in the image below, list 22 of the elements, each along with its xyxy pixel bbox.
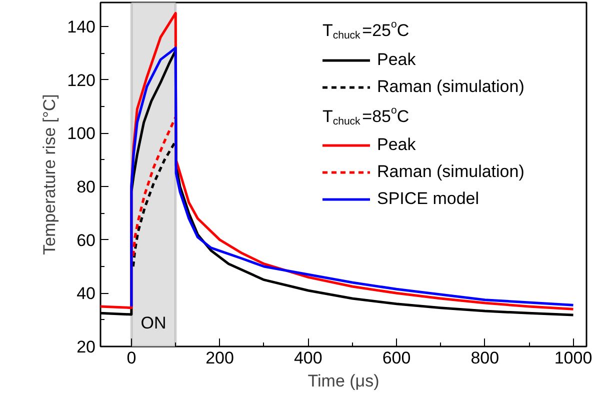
x-tick-label: 600 [382, 348, 411, 368]
y-tick-label: 20 [76, 338, 96, 356]
legend-label: Raman (simulation) [377, 162, 524, 182]
y-tick-label: 60 [76, 230, 96, 250]
x-tick-label: 200 [206, 348, 234, 368]
legend-label: Peak [377, 135, 416, 155]
line-series [132, 116, 177, 258]
y-tick-label: 80 [76, 178, 96, 196]
y-tick-label: 40 [76, 284, 96, 304]
x-tick-label: 1000 [554, 348, 592, 368]
y-tick-label: 100 [67, 124, 96, 144]
band-label: ON [140, 314, 166, 333]
legend-label: Peak [377, 50, 416, 70]
x-axis-title: Time (μs) [308, 372, 380, 390]
x-tick-label: 400 [294, 348, 322, 368]
y-axis-title: Temperature rise [°C] [40, 94, 60, 255]
legend-label: SPICE model [377, 189, 480, 209]
legend-label: Raman (simulation) [377, 77, 524, 97]
y-tick-label: 140 [67, 18, 96, 36]
x-tick-label: 0 [126, 348, 136, 368]
y-tick-label: 120 [67, 70, 96, 90]
x-tick-label: 800 [470, 348, 500, 368]
